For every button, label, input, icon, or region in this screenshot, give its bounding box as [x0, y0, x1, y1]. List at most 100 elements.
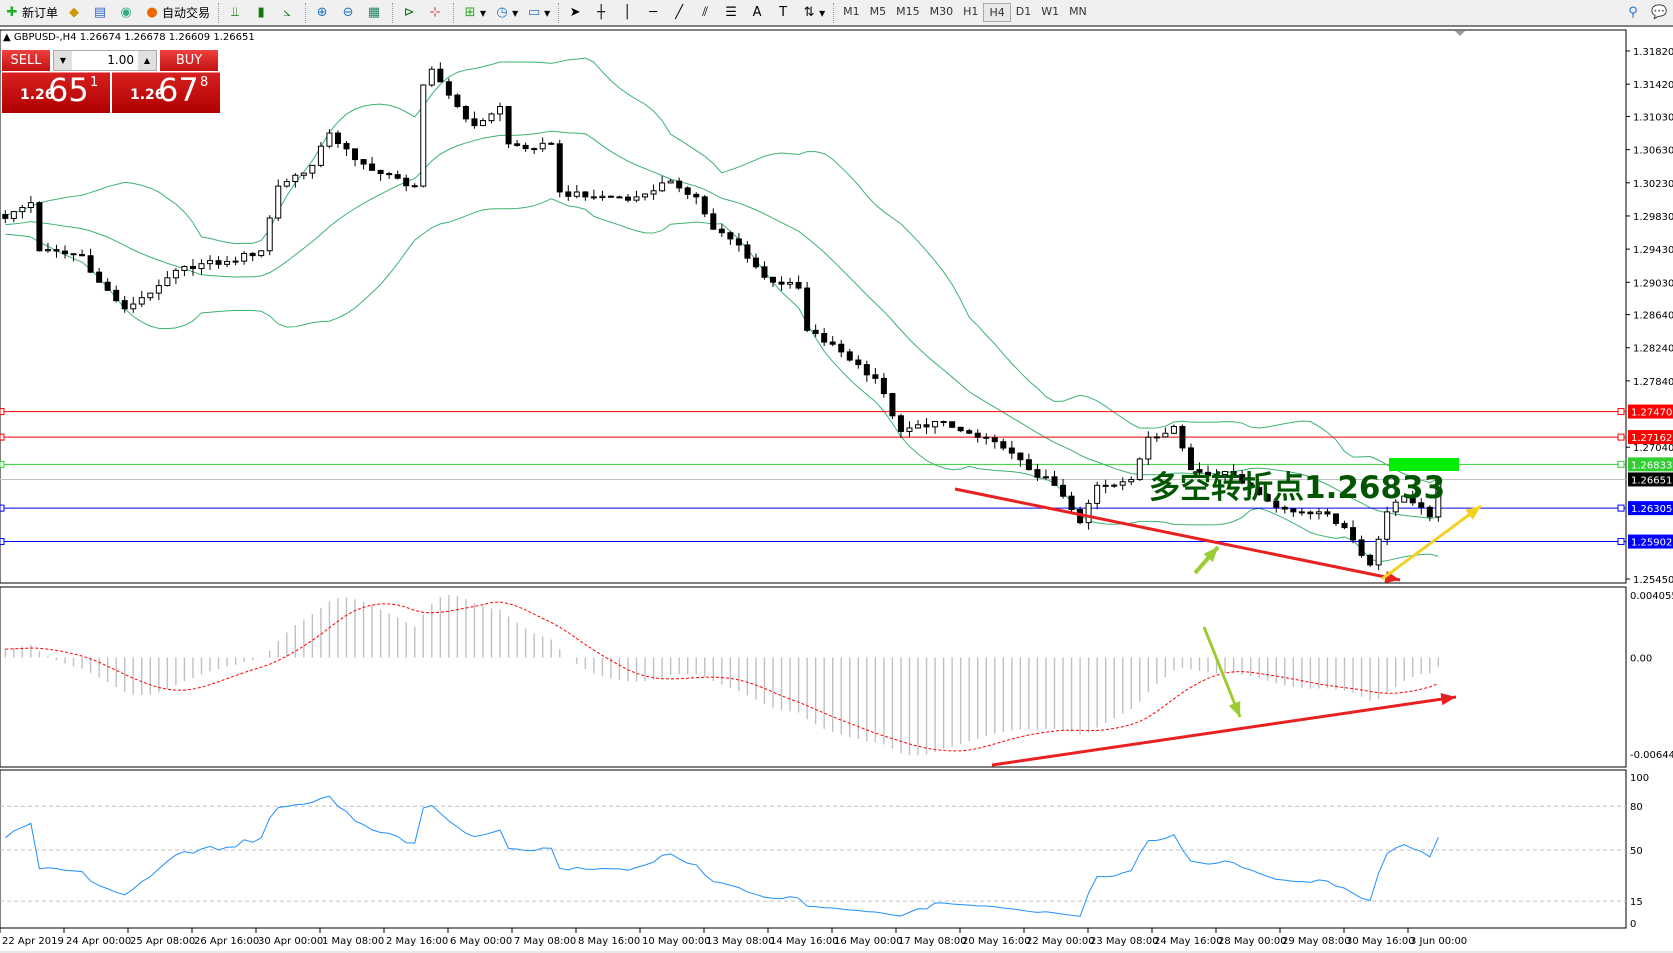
level-handle	[1617, 538, 1625, 546]
chart-shift-button[interactable]: ⊹	[424, 2, 448, 24]
candle-bear	[377, 169, 384, 175]
price-tick-label: 1.30230	[1633, 179, 1673, 190]
lot-input[interactable]: 1.00	[107, 53, 134, 67]
candle-bear	[897, 415, 904, 432]
candle-bear	[104, 281, 111, 291]
level-price-label: 1.26651	[1631, 475, 1672, 486]
buy-button[interactable]: BUY	[160, 50, 218, 71]
history-center-icon: ◆	[69, 4, 80, 20]
candle-bear	[923, 424, 930, 428]
navigator-button[interactable]: ◉	[115, 2, 139, 24]
candle-bull	[1119, 481, 1126, 486]
timeframe-m15[interactable]: M15	[896, 5, 920, 18]
crosshair-button[interactable]: ┼	[590, 2, 614, 24]
candle-bull	[420, 84, 427, 187]
chart-shift-marker	[1455, 31, 1465, 36]
candle-bear	[693, 193, 700, 198]
templates-button[interactable]: ▭ ▾	[527, 4, 551, 20]
timeframe-mn[interactable]: MN	[1069, 5, 1087, 18]
search-button[interactable]: ⚲	[1622, 2, 1646, 24]
candle-bear	[411, 185, 418, 188]
equidistant-channel-button[interactable]: ⫽	[694, 2, 718, 24]
price-tick-label: 1.29430	[1633, 245, 1673, 256]
candle-bear	[821, 332, 828, 343]
zoom-in-button[interactable]: ⊕	[311, 2, 335, 24]
trendline-button[interactable]: ╱	[668, 2, 692, 24]
lot-increase-button[interactable]: ▲	[138, 51, 156, 70]
text-label-button[interactable]: T	[772, 2, 796, 24]
candle-bull	[1401, 495, 1408, 503]
macd-tick-label: 0.004055	[1630, 591, 1673, 602]
indicators-button[interactable]: ⊞ ▾	[459, 2, 489, 24]
divergence-arrow	[1202, 626, 1242, 718]
timeframe-h4[interactable]: H4	[983, 3, 1011, 22]
sell-button[interactable]: SELL	[2, 50, 50, 71]
candle-bull	[488, 113, 495, 122]
candle-bear	[531, 148, 538, 151]
candle-bear	[1196, 469, 1203, 473]
zoom-out-button[interactable]: ⊖	[337, 2, 361, 24]
macd-red-arrow-head	[1440, 692, 1456, 706]
arrows-button[interactable]: ⇅ ▾	[798, 2, 828, 24]
candle-bear	[1102, 484, 1109, 487]
rsi-tick-label: 80	[1630, 802, 1643, 813]
time-tick-label: 13 May 08:00	[706, 936, 775, 947]
candle-bear	[991, 437, 998, 443]
toolbar: ✚ 新订单 ◆ ▤ ◉ ● 自动交易 ⫫ ▮ ⦣ ⊕ ⊖ ▦ ⊳ ⊹ ⊞ ▾ ◷ ▾ ▭…	[0, 0, 1673, 27]
cursor-button[interactable]: ➤	[564, 2, 588, 24]
timeframe-m5[interactable]: M5	[869, 5, 887, 18]
history-center-button[interactable]: ◆	[63, 2, 87, 24]
candle-bull	[650, 190, 657, 195]
price-tick-label: 1.31820	[1633, 47, 1673, 58]
line-chart-button[interactable]: ⦣	[276, 2, 300, 24]
yellow-arrow	[1381, 504, 1482, 581]
candle-bear	[522, 144, 529, 150]
candlestick-button[interactable]: ▮	[250, 2, 274, 24]
auto-trading-button[interactable]: ● 自动交易	[141, 2, 213, 24]
chat-button[interactable]: 💬	[1648, 2, 1672, 24]
tile-windows-button[interactable]: ▦	[363, 2, 387, 24]
auto-scroll-button[interactable]: ⊳	[398, 2, 422, 24]
candle-bull	[10, 211, 17, 219]
new-order-button[interactable]: ✚ 新订单	[1, 2, 61, 24]
market-watch-button[interactable]: ▤	[89, 2, 113, 24]
timeframe-m30[interactable]: M30	[929, 5, 954, 18]
candle-bull	[1162, 432, 1169, 438]
candle-bear	[1324, 511, 1331, 515]
timeframe-w1[interactable]: W1	[1041, 5, 1060, 18]
horizontal-line-button[interactable]: ─	[642, 2, 666, 24]
timeframe-d1[interactable]: D1	[1015, 5, 1032, 18]
candle-bull	[198, 263, 205, 270]
timeframe-h1[interactable]: H1	[963, 5, 979, 18]
buy-price[interactable]: 1.26 67 8	[112, 71, 220, 113]
lot-stepper[interactable]: ▼ 1.00 ▲	[53, 50, 157, 71]
fibonacci-button[interactable]: ☰	[720, 2, 744, 24]
text-button[interactable]: A	[746, 2, 770, 24]
candle-bear	[2, 214, 9, 219]
level-price-label: 1.26305	[1631, 504, 1672, 515]
candle-bear	[983, 436, 990, 439]
candle-bear	[454, 94, 461, 108]
time-tick-label: 1 May 08:00	[322, 936, 384, 947]
rsi-tick-label: 100	[1630, 773, 1649, 784]
sell-price[interactable]: 1.26 65 1	[2, 71, 110, 113]
candle-bull	[27, 202, 34, 209]
navigator-icon: ◉	[120, 4, 132, 20]
vertical-line-button[interactable]: │	[616, 2, 640, 24]
periods-button[interactable]: ◷ ▾	[491, 2, 521, 24]
candle-bear	[949, 421, 956, 428]
candle-bear	[1409, 495, 1416, 504]
level-handle	[1617, 504, 1625, 512]
candle-bull	[181, 266, 188, 271]
candle-bull	[1384, 511, 1391, 540]
timeframe-m1[interactable]: M1	[843, 5, 860, 18]
time-tick-label: 24 May 16:00	[1154, 936, 1223, 947]
lot-decrease-button[interactable]: ▼	[54, 51, 72, 70]
templates-icon: ▭	[527, 4, 541, 20]
macd-pane	[0, 586, 1627, 768]
level-handle	[1617, 433, 1625, 441]
candle-bull	[155, 285, 162, 294]
bar-chart-button[interactable]: ⫫	[224, 2, 248, 24]
candle-bear	[1367, 554, 1374, 566]
